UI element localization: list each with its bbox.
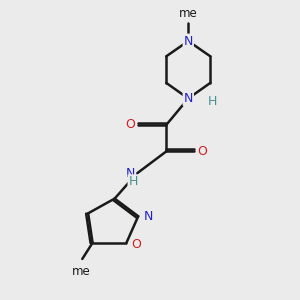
Text: H: H	[128, 175, 138, 188]
Text: O: O	[125, 118, 135, 131]
Text: me: me	[179, 8, 198, 20]
Text: H: H	[207, 95, 217, 108]
Text: N: N	[126, 167, 135, 180]
Text: O: O	[197, 145, 207, 158]
Text: O: O	[132, 238, 142, 251]
Text: N: N	[184, 92, 193, 105]
Text: N: N	[143, 210, 153, 223]
Text: N: N	[184, 34, 193, 48]
Text: me: me	[71, 265, 90, 278]
